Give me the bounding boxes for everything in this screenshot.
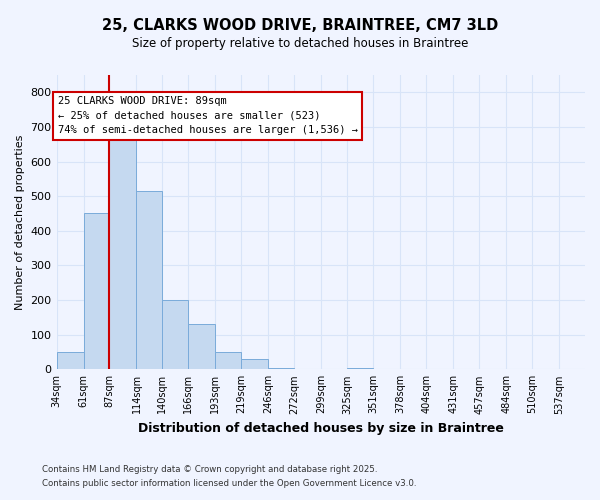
Bar: [268, 368, 294, 370]
Bar: [83, 214, 109, 370]
Bar: [163, 300, 188, 370]
Bar: [215, 352, 241, 370]
Bar: [56, 352, 83, 370]
X-axis label: Distribution of detached houses by size in Braintree: Distribution of detached houses by size …: [138, 422, 504, 435]
Bar: [109, 139, 136, 370]
Text: Contains public sector information licensed under the Open Government Licence v3: Contains public sector information licen…: [42, 479, 416, 488]
Bar: [188, 324, 215, 370]
Y-axis label: Number of detached properties: Number of detached properties: [15, 134, 25, 310]
Text: 25 CLARKS WOOD DRIVE: 89sqm
← 25% of detached houses are smaller (523)
74% of se: 25 CLARKS WOOD DRIVE: 89sqm ← 25% of det…: [58, 96, 358, 136]
Text: Contains HM Land Registry data © Crown copyright and database right 2025.: Contains HM Land Registry data © Crown c…: [42, 466, 377, 474]
Bar: [347, 368, 373, 370]
Bar: [136, 191, 163, 370]
Text: 25, CLARKS WOOD DRIVE, BRAINTREE, CM7 3LD: 25, CLARKS WOOD DRIVE, BRAINTREE, CM7 3L…: [102, 18, 498, 32]
Text: Size of property relative to detached houses in Braintree: Size of property relative to detached ho…: [132, 38, 468, 51]
Bar: [241, 359, 268, 370]
